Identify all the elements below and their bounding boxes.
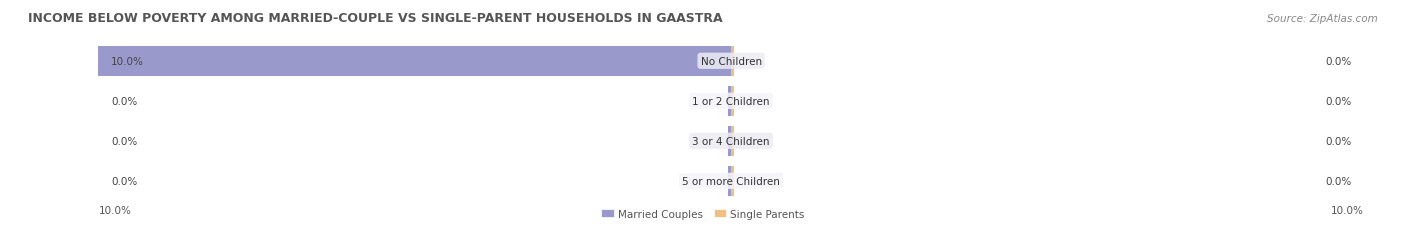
Text: INCOME BELOW POVERTY AMONG MARRIED-COUPLE VS SINGLE-PARENT HOUSEHOLDS IN GAASTRA: INCOME BELOW POVERTY AMONG MARRIED-COUPL…	[28, 12, 723, 25]
Text: 10.0%: 10.0%	[98, 205, 131, 215]
Text: 0.0%: 0.0%	[1324, 96, 1351, 106]
Text: Source: ZipAtlas.com: Source: ZipAtlas.com	[1267, 14, 1378, 24]
Bar	[731, 86, 734, 116]
Text: 10.0%: 10.0%	[111, 57, 143, 67]
Text: 0.0%: 0.0%	[111, 136, 138, 146]
Bar	[728, 86, 731, 116]
Text: 0.0%: 0.0%	[111, 176, 138, 186]
Text: 10.0%: 10.0%	[1331, 205, 1364, 215]
Text: 5 or more Children: 5 or more Children	[682, 176, 780, 186]
Text: 0.0%: 0.0%	[1324, 136, 1351, 146]
Text: No Children: No Children	[700, 57, 762, 67]
Bar	[731, 47, 734, 76]
Text: 1 or 2 Children: 1 or 2 Children	[692, 96, 770, 106]
Bar	[98, 47, 731, 76]
Text: 0.0%: 0.0%	[1324, 176, 1351, 186]
Bar	[731, 166, 734, 196]
Text: 0.0%: 0.0%	[111, 96, 138, 106]
Bar	[731, 126, 734, 156]
Legend: Married Couples, Single Parents: Married Couples, Single Parents	[598, 205, 808, 223]
Text: 3 or 4 Children: 3 or 4 Children	[692, 136, 770, 146]
Text: 0.0%: 0.0%	[1324, 57, 1351, 67]
Bar	[728, 126, 731, 156]
Bar	[728, 166, 731, 196]
